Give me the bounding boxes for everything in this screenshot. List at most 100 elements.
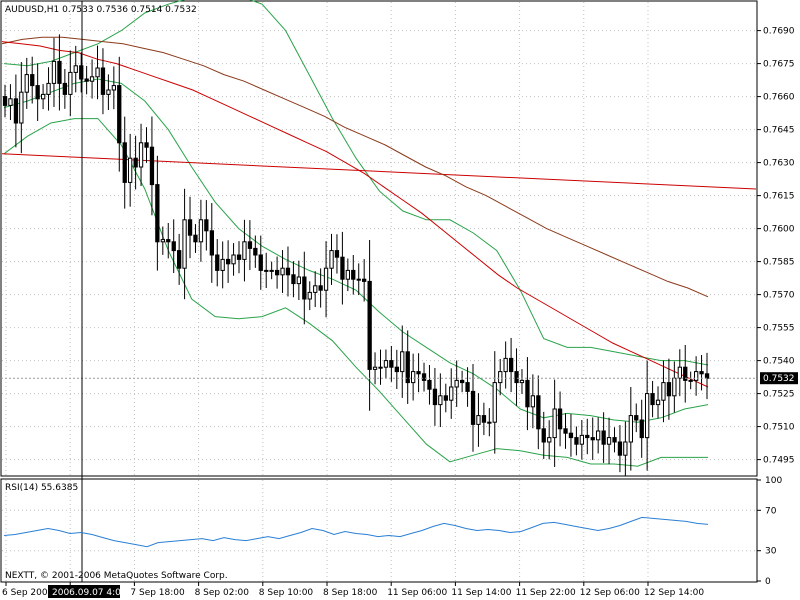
y-tick-label: 0.7645	[763, 126, 795, 136]
candle-body-up	[661, 382, 666, 401]
candle	[35, 63, 40, 122]
candlesticks	[2, 34, 710, 476]
main-plot-frame	[0, 0, 758, 477]
candle-body-down	[187, 219, 193, 236]
candle-body-down	[253, 247, 258, 256]
x-tick-label: 8 Sep 10:00	[259, 588, 314, 598]
candle	[296, 260, 302, 300]
y-tick-label: 0.7690	[763, 27, 795, 37]
candle	[345, 258, 351, 292]
candle-body-down	[699, 371, 704, 375]
candle	[394, 349, 400, 389]
candle	[634, 403, 639, 433]
candle	[449, 368, 454, 419]
candle	[623, 421, 628, 476]
candle	[617, 425, 623, 473]
y-tick-label: 0.7660	[763, 93, 795, 103]
candle-body-up	[182, 219, 187, 269]
candle	[323, 241, 329, 318]
candle-body-up	[296, 276, 302, 285]
y-tick-label: 0.7495	[763, 456, 795, 466]
candle-body-down	[421, 373, 427, 381]
candle	[68, 50, 73, 117]
candle-body-down	[334, 250, 340, 258]
candle-body-down	[367, 280, 372, 370]
candle-body-down	[650, 393, 655, 406]
candle-body-down	[634, 415, 639, 421]
bb-middle-line	[3, 78, 709, 423]
candle	[198, 199, 204, 262]
candle-body-down	[122, 142, 127, 183]
candle-body-down	[427, 379, 432, 390]
candle-body-up	[220, 258, 225, 271]
candle	[30, 56, 35, 104]
candle	[389, 345, 394, 382]
candle	[568, 414, 574, 457]
candle	[509, 337, 514, 393]
candle-body-up	[498, 371, 503, 384]
candle	[530, 374, 536, 429]
candle	[541, 411, 546, 459]
candle-body-up	[547, 437, 552, 443]
candle-body-down	[389, 360, 394, 368]
candle	[683, 344, 688, 403]
candle	[84, 65, 89, 95]
candle	[46, 67, 51, 111]
candle	[596, 417, 601, 454]
candle-body-down	[236, 254, 242, 260]
candle	[291, 261, 296, 298]
candle-body-up	[128, 157, 133, 183]
x-tick-label: 6 Sep 2006	[2, 588, 54, 598]
candle	[160, 226, 165, 255]
bollinger-bands	[3, 0, 709, 467]
candle	[133, 135, 138, 190]
candle-body-up	[378, 366, 383, 369]
candle-body-up	[487, 421, 492, 424]
y-tick-label: 0.7570	[763, 291, 795, 301]
candle-body-down	[601, 430, 606, 445]
y-tick-label: 0.7675	[763, 60, 795, 70]
candle-body-up	[323, 267, 329, 291]
y-tick-label: 0.7525	[763, 390, 795, 400]
current-price-label: 0.7532	[763, 374, 795, 384]
candle	[155, 155, 160, 271]
candle	[236, 241, 242, 274]
candle-body-up	[41, 93, 46, 100]
candle-body-up	[95, 67, 100, 78]
candle-body-up	[264, 269, 269, 272]
candle	[247, 220, 253, 271]
candle	[318, 268, 323, 308]
candle	[193, 224, 198, 253]
candle-body-down	[351, 269, 356, 280]
candle-body-up	[628, 415, 634, 443]
candle-body-down	[258, 254, 263, 271]
candle	[438, 373, 443, 428]
candle-body-down	[275, 269, 280, 276]
candle	[443, 383, 449, 413]
chart-title: AUDUSD,H1 0.7533 0.7536 0.7514 0.7532	[5, 5, 197, 15]
candle	[41, 84, 46, 110]
rsi-tick-label: 0	[765, 577, 771, 587]
candle-body-down	[30, 74, 35, 87]
candle	[503, 341, 508, 389]
candle-body-down	[525, 379, 530, 408]
candle-body-down	[563, 428, 568, 434]
candle	[579, 420, 585, 460]
candle-body-down	[617, 441, 623, 456]
candle	[220, 241, 225, 289]
candle	[275, 256, 280, 289]
candle-body-up	[356, 278, 361, 281]
x-tick-label: 11 Sep 14:00	[451, 588, 511, 598]
candle	[552, 379, 557, 467]
candle-body-up	[345, 269, 351, 280]
candle-body-up	[242, 241, 247, 260]
rsi-title: RSI(14) 55.6385	[5, 483, 78, 493]
candle-body-down	[62, 82, 68, 95]
candle	[182, 188, 187, 300]
candle	[498, 358, 503, 396]
candle-body-up	[280, 267, 285, 276]
candle-body-down	[405, 351, 410, 384]
candle-body-down	[460, 379, 465, 384]
